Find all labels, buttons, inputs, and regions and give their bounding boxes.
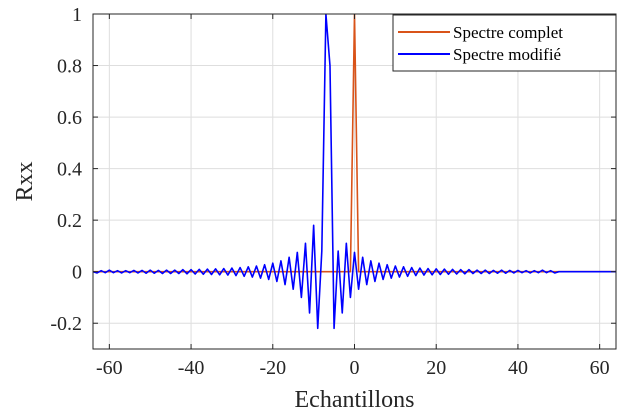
series-line-spectre-complet <box>93 14 616 273</box>
x-tick-label: 40 <box>508 357 528 379</box>
x-tick-label: 20 <box>426 357 446 379</box>
y-axis-label: Rxx <box>12 161 38 201</box>
x-tick-label: -60 <box>96 357 123 379</box>
x-tick-label: -20 <box>259 357 286 379</box>
y-tick-label: 0.8 <box>57 56 82 78</box>
y-tick-label: -0.2 <box>50 313 82 335</box>
y-tick-label: 0.2 <box>57 210 82 232</box>
legend-label-spectre-complet: Spectre complet <box>453 23 563 42</box>
x-tick-label: -40 <box>178 357 205 379</box>
y-tick-label: 1 <box>72 4 82 26</box>
y-tick-label: 0.4 <box>57 159 82 181</box>
legend: Spectre complet Spectre modifié <box>392 14 617 72</box>
x-tick-label: 0 <box>350 357 360 379</box>
x-tick-label: 60 <box>590 357 610 379</box>
y-tick-label: 0.6 <box>57 107 82 129</box>
y-tick-label: 0 <box>72 262 82 284</box>
series-layer <box>93 14 616 330</box>
series-line-spectre-modifie <box>93 14 616 330</box>
tick-labels: -60 -40 -20 0 20 40 60 -0.2 0 0.2 0.4 0.6 0.8 1 <box>50 4 616 379</box>
legend-label-spectre-modifie: Spectre modifié <box>453 45 561 64</box>
legend-box <box>392 14 617 72</box>
x-axis-label: Echantillons <box>295 387 415 413</box>
